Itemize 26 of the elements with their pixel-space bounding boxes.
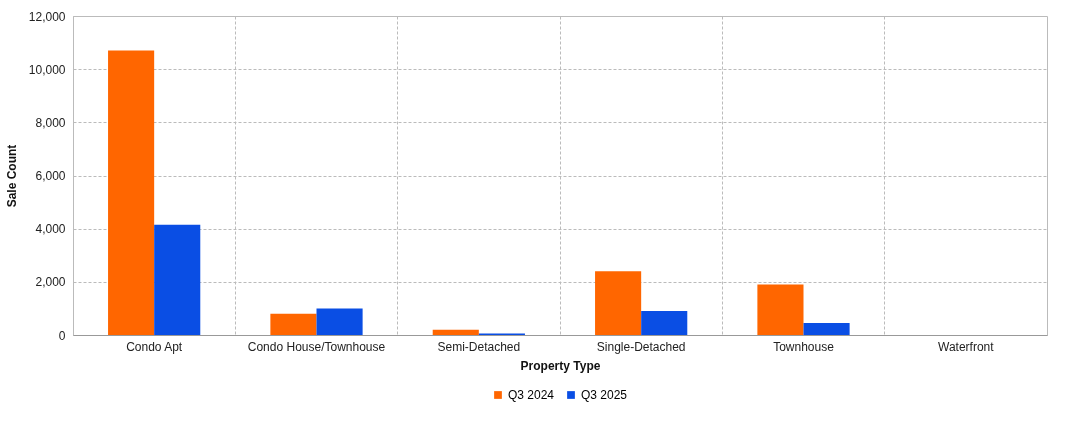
bar xyxy=(316,308,363,335)
bar xyxy=(757,284,804,335)
bar xyxy=(154,224,201,335)
x-tick-label: Waterfront xyxy=(938,339,995,354)
bar xyxy=(270,313,317,335)
y-axis-title: Sale Count xyxy=(4,144,19,208)
bar xyxy=(595,271,642,335)
y-tick-label: 2,000 xyxy=(35,275,66,290)
x-axis-title: Property Type xyxy=(520,358,601,373)
x-tick-label: Townhouse xyxy=(773,339,835,354)
x-tick-label: Single-Detached xyxy=(596,339,686,354)
legend-label: Q3 2025 xyxy=(581,388,628,402)
bar xyxy=(641,311,688,335)
y-tick-label: 8,000 xyxy=(35,115,66,130)
y-tick-label: 4,000 xyxy=(35,222,66,237)
bar xyxy=(432,329,479,335)
x-tick-label: Condo Apt xyxy=(126,339,183,354)
bar xyxy=(108,50,155,335)
x-tick-label: Semi-Detached xyxy=(437,339,521,354)
y-tick-label: 12,000 xyxy=(28,9,66,24)
legend-label: Q3 2024 xyxy=(508,388,555,402)
y-tick-label: 6,000 xyxy=(35,169,66,183)
y-tick-label: 10,000 xyxy=(28,62,66,77)
bar xyxy=(803,323,850,335)
y-tick-label: 0 xyxy=(58,328,66,343)
x-tick-label: Condo House/Townhouse xyxy=(247,339,386,354)
